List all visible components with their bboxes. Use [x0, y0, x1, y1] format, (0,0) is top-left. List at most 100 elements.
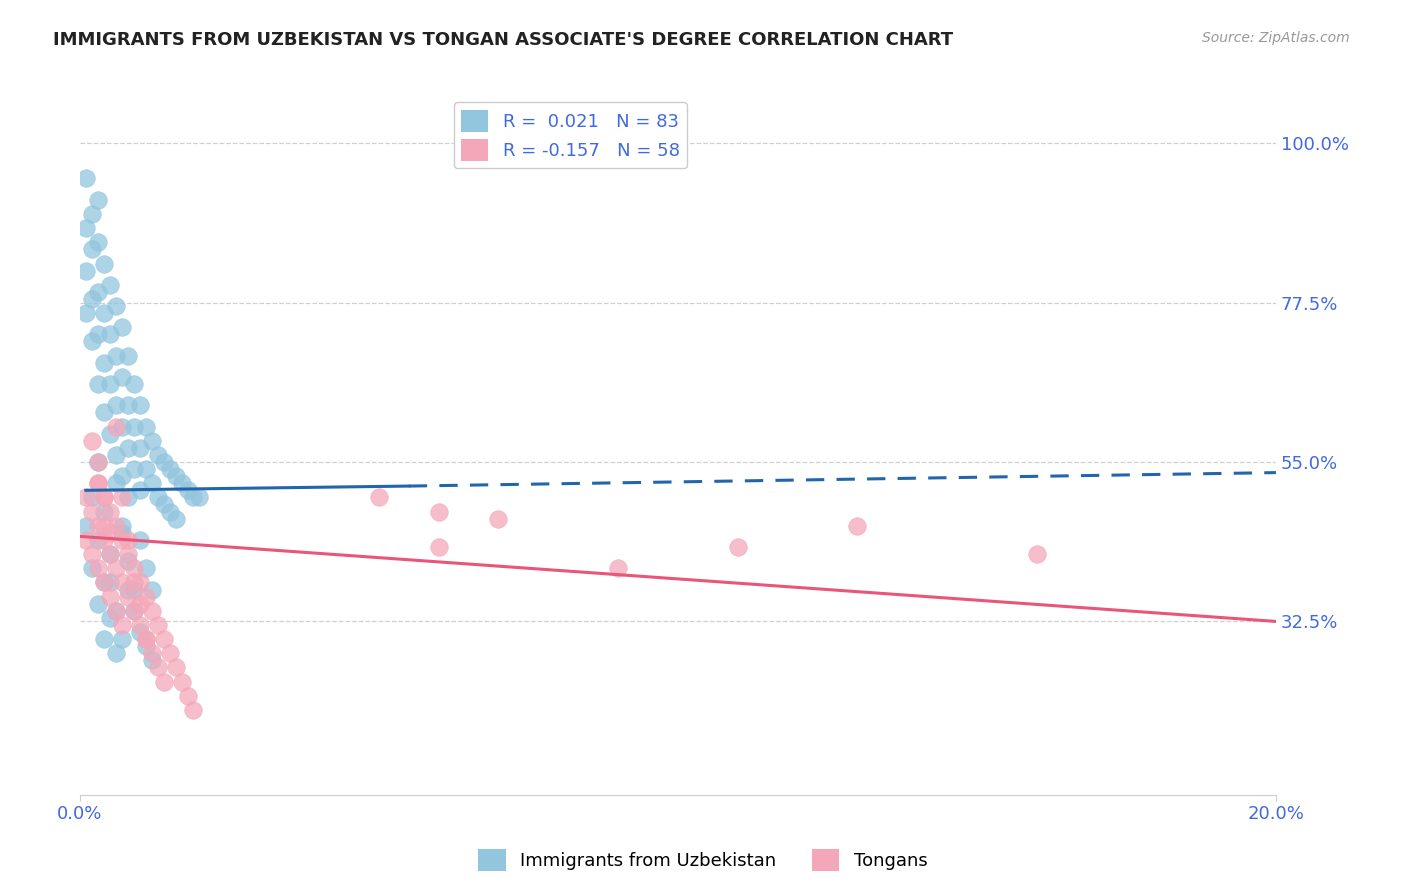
- Point: [75, 263, 97, 277]
- Point: [122, 582, 145, 597]
- Point: [98, 525, 121, 540]
- Point: [93, 491, 115, 505]
- Point: [98, 547, 121, 561]
- Point: [152, 632, 174, 647]
- Point: [176, 689, 198, 703]
- Point: [75, 518, 97, 533]
- Point: [146, 491, 169, 505]
- Point: [135, 639, 157, 653]
- Point: [104, 448, 127, 462]
- Point: [159, 646, 181, 660]
- Point: [1025, 547, 1047, 561]
- Point: [104, 646, 127, 660]
- Point: [75, 533, 97, 547]
- Point: [183, 491, 205, 505]
- Point: [98, 590, 121, 604]
- Point: [93, 518, 115, 533]
- Point: [98, 505, 121, 519]
- Point: [141, 646, 163, 660]
- Point: [128, 625, 150, 640]
- Point: [135, 419, 157, 434]
- Point: [141, 604, 163, 618]
- Point: [93, 505, 115, 519]
- Point: [141, 434, 163, 448]
- Point: [152, 498, 174, 512]
- Point: [170, 476, 193, 491]
- Point: [104, 398, 127, 412]
- Point: [87, 455, 110, 469]
- Point: [727, 540, 749, 554]
- Point: [104, 349, 127, 363]
- Point: [111, 320, 134, 334]
- Point: [104, 561, 127, 575]
- Point: [141, 653, 163, 667]
- Point: [98, 377, 121, 392]
- Point: [87, 455, 110, 469]
- Point: [80, 207, 103, 221]
- Point: [183, 703, 205, 717]
- Point: [104, 299, 127, 313]
- Point: [117, 533, 139, 547]
- Point: [128, 441, 150, 455]
- Point: [146, 660, 169, 674]
- Point: [87, 561, 110, 575]
- Point: [87, 597, 110, 611]
- Point: [122, 575, 145, 590]
- Point: [111, 618, 134, 632]
- Point: [122, 377, 145, 392]
- Point: [93, 356, 115, 370]
- Text: Source: ZipAtlas.com: Source: ZipAtlas.com: [1202, 31, 1350, 45]
- Point: [159, 505, 181, 519]
- Point: [165, 660, 187, 674]
- Point: [111, 370, 134, 384]
- Point: [146, 618, 169, 632]
- Point: [80, 243, 103, 257]
- Point: [152, 674, 174, 689]
- Point: [75, 491, 97, 505]
- Point: [98, 547, 121, 561]
- Point: [135, 462, 157, 476]
- Point: [176, 483, 198, 498]
- Point: [122, 604, 145, 618]
- Point: [87, 533, 110, 547]
- Point: [367, 491, 389, 505]
- Point: [135, 590, 157, 604]
- Point: [104, 518, 127, 533]
- Point: [152, 455, 174, 469]
- Point: [846, 518, 869, 533]
- Point: [93, 491, 115, 505]
- Point: [135, 632, 157, 647]
- Point: [128, 575, 150, 590]
- Point: [104, 604, 127, 618]
- Point: [75, 221, 97, 235]
- Point: [98, 575, 121, 590]
- Point: [159, 462, 181, 476]
- Point: [122, 462, 145, 476]
- Point: [111, 419, 134, 434]
- Point: [427, 505, 450, 519]
- Point: [80, 547, 103, 561]
- Point: [98, 426, 121, 441]
- Point: [135, 561, 157, 575]
- Point: [165, 469, 187, 483]
- Point: [80, 334, 103, 349]
- Point: [87, 193, 110, 207]
- Point: [80, 292, 103, 306]
- Point: [188, 491, 211, 505]
- Legend: Immigrants from Uzbekistan, Tongans: Immigrants from Uzbekistan, Tongans: [471, 842, 935, 879]
- Point: [128, 398, 150, 412]
- Point: [111, 469, 134, 483]
- Point: [111, 518, 134, 533]
- Point: [111, 632, 134, 647]
- Point: [80, 561, 103, 575]
- Point: [87, 327, 110, 342]
- Point: [141, 582, 163, 597]
- Point: [117, 441, 139, 455]
- Point: [165, 511, 187, 525]
- Point: [87, 377, 110, 392]
- Point: [93, 575, 115, 590]
- Point: [111, 525, 134, 540]
- Point: [80, 505, 103, 519]
- Point: [87, 518, 110, 533]
- Point: [117, 398, 139, 412]
